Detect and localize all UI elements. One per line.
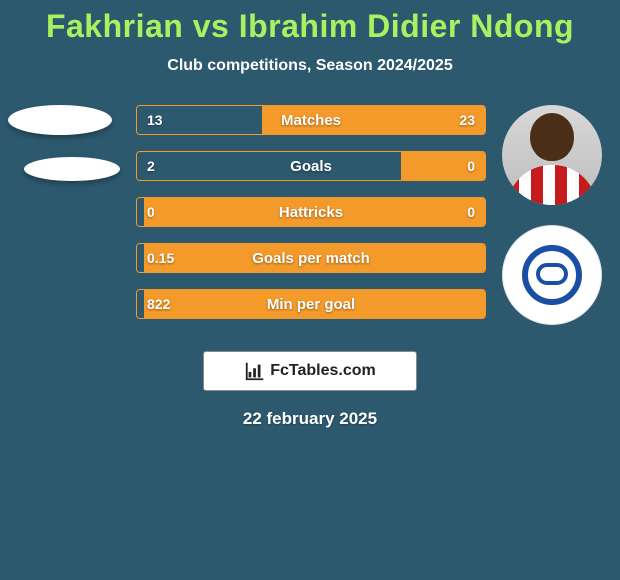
date-label: 22 february 2025 bbox=[0, 409, 620, 429]
right-player-column bbox=[502, 105, 602, 345]
bar-right-segment bbox=[401, 152, 485, 180]
bar-left-segment bbox=[137, 244, 144, 272]
page-title: Fakhrian vs Ibrahim Didier Ndong bbox=[0, 0, 620, 45]
placeholder-ellipse bbox=[24, 157, 120, 181]
stat-row: Min per goal822 bbox=[136, 289, 486, 319]
bar-left-segment bbox=[137, 290, 144, 318]
bar-left-segment bbox=[137, 106, 262, 134]
bar-left-segment bbox=[137, 198, 144, 226]
watermark-text: FcTables.com bbox=[270, 362, 376, 380]
stat-row: Matches1323 bbox=[136, 105, 486, 135]
placeholder-ellipse bbox=[8, 105, 112, 135]
right-player-avatar bbox=[502, 105, 602, 205]
comparison-card: Fakhrian vs Ibrahim Didier Ndong Club co… bbox=[0, 0, 620, 580]
player-head bbox=[530, 113, 574, 161]
stat-row: Goals20 bbox=[136, 151, 486, 181]
club-logo bbox=[522, 245, 582, 305]
stat-row: Hattricks00 bbox=[136, 197, 486, 227]
left-player-avatar bbox=[8, 105, 120, 181]
chart-icon bbox=[244, 360, 266, 382]
bar-left-segment bbox=[137, 152, 401, 180]
player-jersey bbox=[507, 165, 597, 205]
watermark: FcTables.com bbox=[203, 351, 417, 391]
bar-right-segment bbox=[144, 290, 485, 318]
bar-right-segment bbox=[144, 244, 485, 272]
stat-bars: Matches1323 Goals20 Hattricks00 Goals per m… bbox=[136, 105, 486, 335]
subtitle: Club competitions, Season 2024/2025 bbox=[0, 57, 620, 75]
stats-area: Matches1323 Goals20 Hattricks00 Goals per m… bbox=[0, 105, 620, 345]
club-logo-circle bbox=[502, 225, 602, 325]
bar-right-segment bbox=[262, 106, 485, 134]
stat-row: Goals per match0.15 bbox=[136, 243, 486, 273]
bar-right-segment bbox=[144, 198, 485, 226]
